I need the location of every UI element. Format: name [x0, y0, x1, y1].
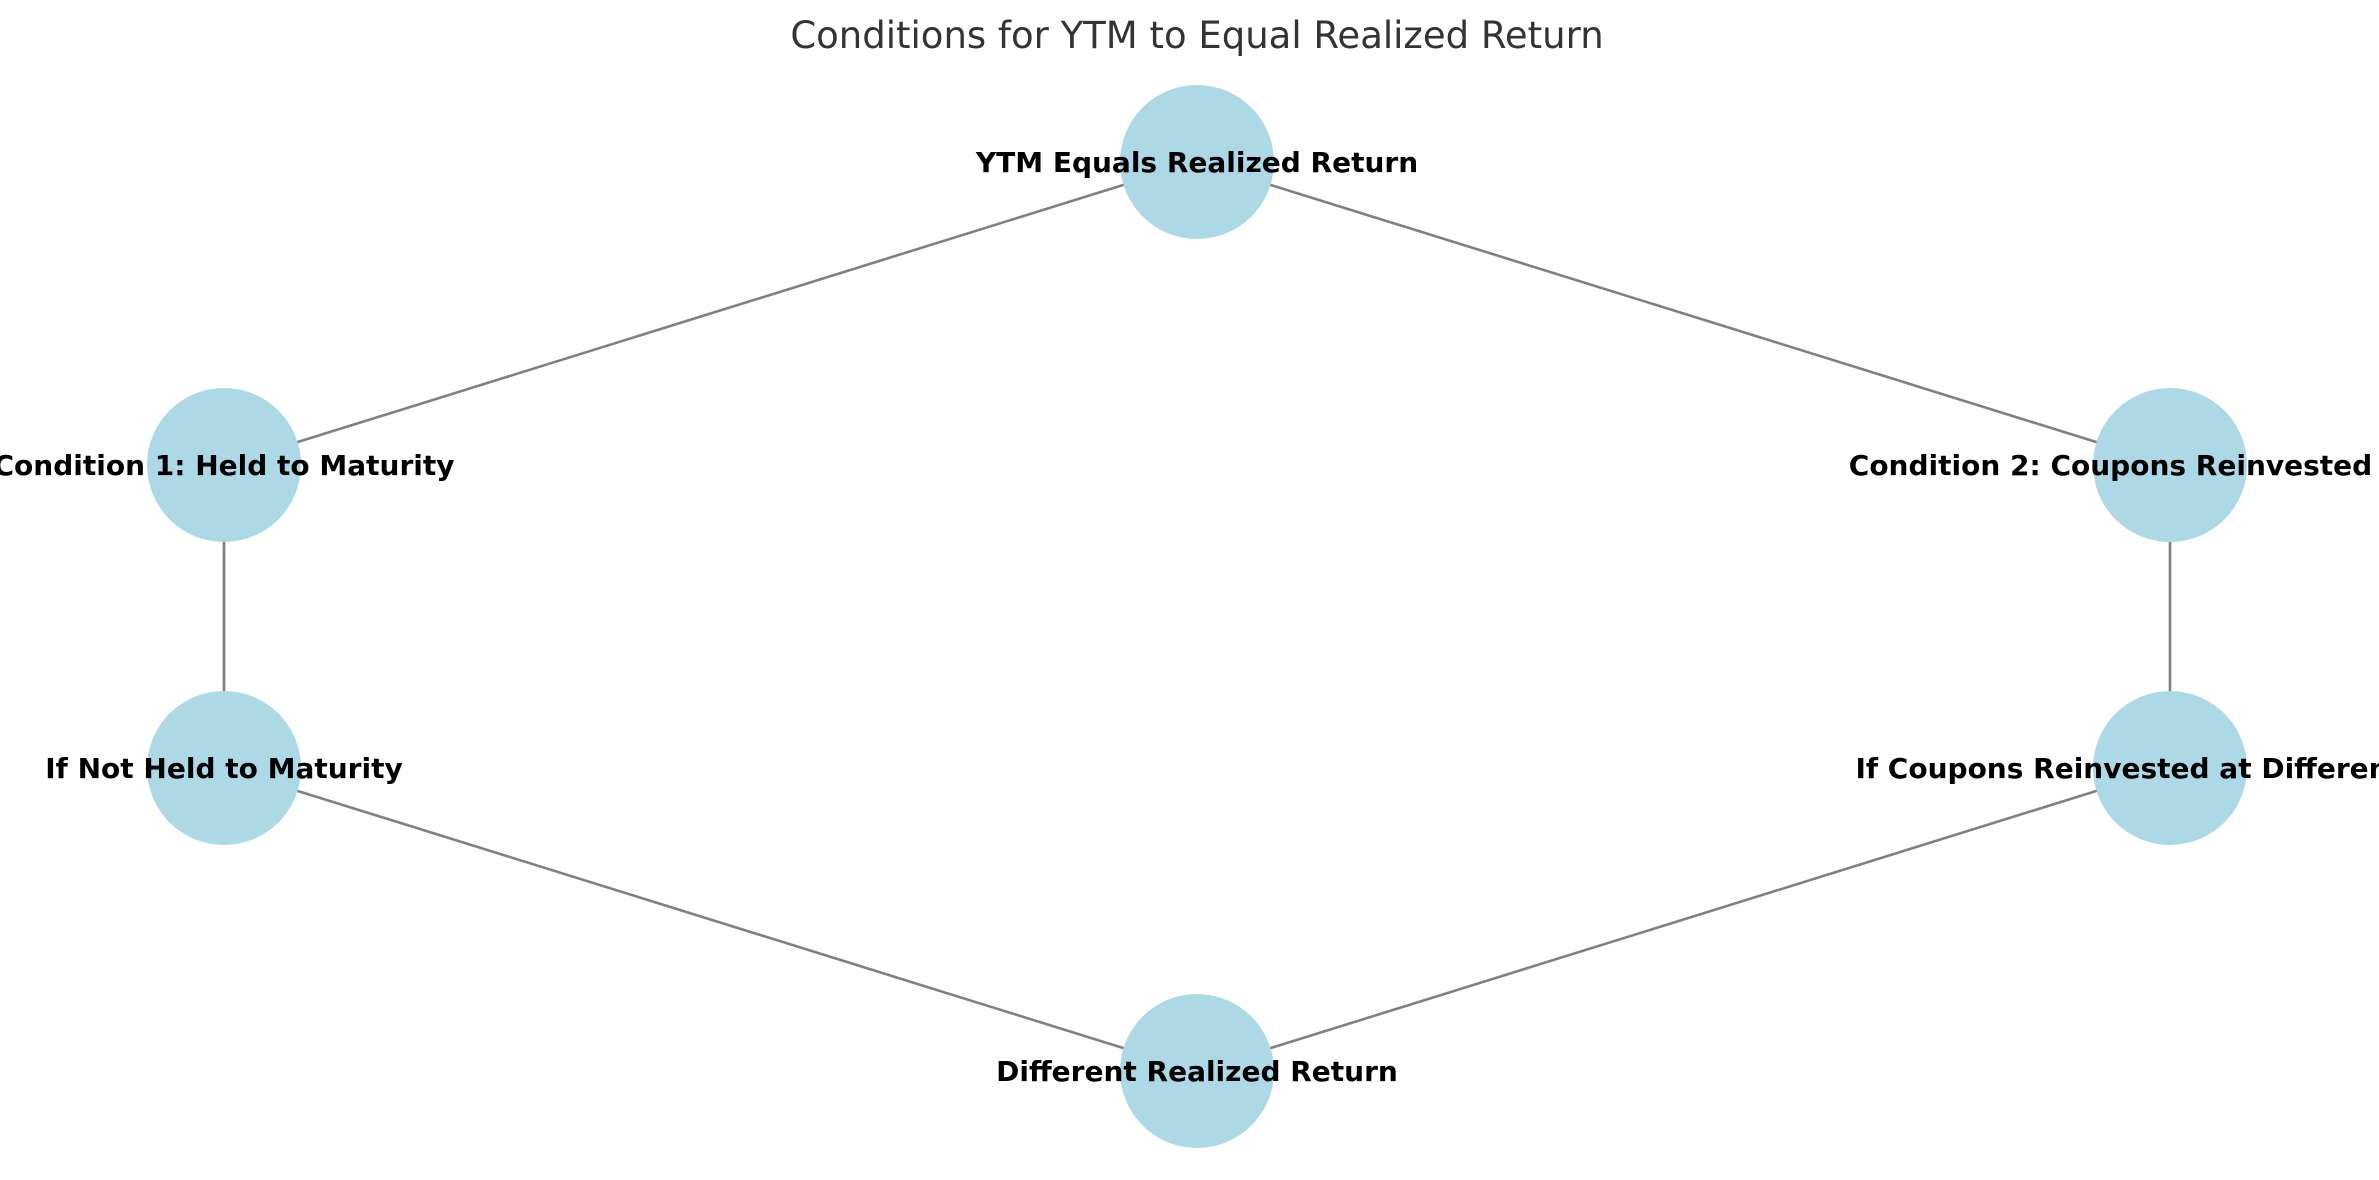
- node-label-ytm: YTM Equals Realized Return: [975, 146, 1418, 179]
- diagram-title: Conditions for YTM to Equal Realized Ret…: [790, 14, 1603, 57]
- node-label-different: Different Realized Return: [996, 1055, 1398, 1088]
- node-different: [1120, 994, 1274, 1148]
- node-label-diffrate: If Coupons Reinvested at Different Rate: [1855, 752, 2379, 785]
- node-cond2: [2093, 388, 2247, 542]
- node-label-cond1: Condition 1: Held to Maturity: [0, 449, 455, 482]
- edge-diffrate-to-different: [1196, 766, 2171, 1073]
- node-label-cond2: Condition 2: Coupons Reinvested at YTM: [1849, 449, 2379, 482]
- edge-ytm-to-cond1: [223, 160, 1198, 467]
- node-ytm: [1120, 85, 1274, 239]
- label-layer: YTM Equals Realized Return Condition 1: H…: [0, 146, 2379, 1088]
- node-label-notheld: If Not Held to Maturity: [45, 752, 402, 785]
- edge-ytm-to-cond2: [1196, 160, 2171, 467]
- edge-layer: [222, 160, 2172, 1073]
- node-notheld: [147, 691, 301, 845]
- node-diffrate: [2093, 691, 2247, 845]
- node-cond1: [147, 388, 301, 542]
- node-layer: [147, 85, 2247, 1148]
- edge-notheld-to-different: [223, 766, 1198, 1073]
